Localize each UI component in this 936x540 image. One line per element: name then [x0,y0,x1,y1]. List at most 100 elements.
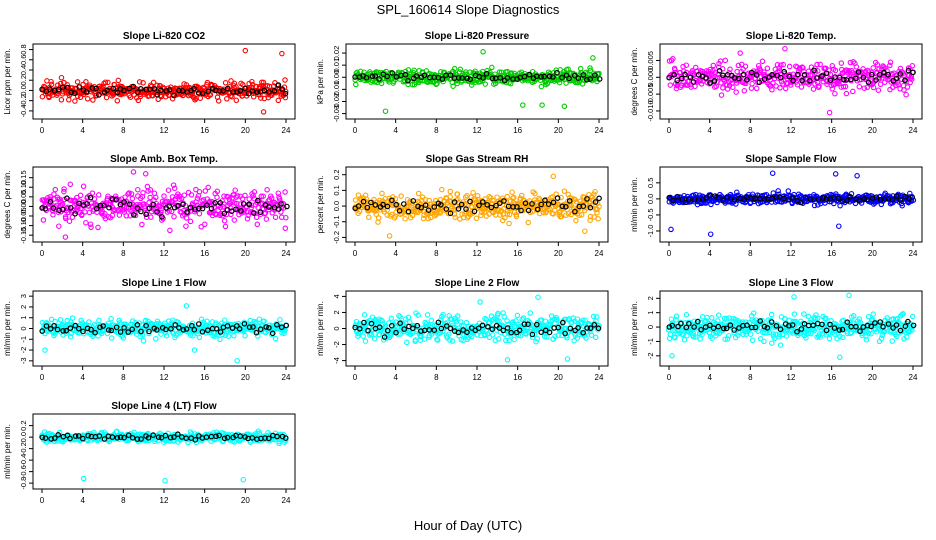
data-point [478,212,484,219]
data-point-mean [405,78,411,84]
data-point-outlier [520,102,526,108]
data-point-outlier [846,292,852,299]
data-point-mean [460,327,467,333]
data-point-mean [596,195,602,202]
data-point-mean [823,196,830,202]
data-point [735,62,742,69]
data-point [672,335,678,341]
data-point-mean [761,323,768,330]
data-point [120,335,127,341]
y-tick-label: -1 [19,336,28,343]
data-point-mean [707,80,714,86]
data-point [673,317,679,323]
data-point-mean [893,322,900,328]
data-point [48,81,55,88]
data-point-mean [575,324,581,331]
data-point-mean [727,322,734,329]
data-point-mean [72,322,79,329]
data-point-mean [254,197,261,204]
data-point [261,318,267,324]
data-point [116,196,122,203]
data-point-mean [205,327,211,334]
data-point-mean [810,322,817,329]
data-point-mean [694,318,701,325]
data-point-mean [674,194,681,200]
data-point [847,330,854,337]
data-point-outlier [382,108,389,114]
data-point-mean [39,86,45,93]
data-point-mean [76,325,82,332]
y-tick-label: 0.2 [19,75,28,85]
data-point-mean [596,76,603,82]
data-point-outlier [836,223,842,229]
data-point-mean [355,203,362,209]
data-point-mean [143,211,150,218]
data-point-outlier [242,47,249,54]
data-point [242,333,248,339]
data-point-mean [567,325,574,332]
data-point [769,340,775,346]
data-point-mean [278,324,285,331]
data-point-mean [163,326,169,333]
x-tick-label: 20 [241,496,250,505]
panel-10-points [38,428,289,484]
data-point [549,193,556,200]
data-point [80,183,87,190]
data-point [672,67,678,73]
x-tick-label: 8 [434,249,439,258]
data-point [421,336,428,342]
data-point [214,188,221,195]
data-point [140,190,146,196]
x-tick-label: 8 [121,496,126,505]
data-point [220,203,226,210]
data-point-mean [39,328,46,334]
data-point-mean [113,324,120,331]
data-point-mean [187,204,194,211]
data-point [140,338,147,344]
data-point-mean [97,324,103,331]
panel-8-ylabel: ml/min per min. [316,301,325,356]
data-point [769,87,775,93]
data-point [64,82,71,88]
data-point [532,190,538,197]
panel-10-ylabel: ml/min per min. [3,424,12,479]
data-point-mean [839,326,846,333]
data-point [183,223,189,229]
data-point [580,317,586,323]
data-point-mean [413,73,420,79]
data-point-mean [885,71,891,78]
data-point-mean [580,72,587,78]
data-point [672,327,678,334]
data-point [74,194,80,201]
data-point [80,81,86,88]
data-point [250,94,257,100]
data-point-mean [764,324,771,331]
data-point [221,218,228,224]
data-point-mean [143,322,149,329]
y-tick-label: -2 [332,341,341,348]
data-point-mean [584,325,590,331]
data-point [258,193,265,200]
y-tick-label: 0.000 [646,68,655,87]
data-point [228,78,234,84]
data-point [450,83,456,89]
y-tick-label: -0.4 [19,104,28,117]
data-point [909,63,916,69]
data-point-outlier [191,347,198,353]
data-point-mean [166,87,173,93]
data-point [495,336,502,342]
data-point-mean [584,196,590,202]
data-point [870,65,876,71]
data-point [793,79,800,85]
data-point [361,312,368,318]
data-point [48,78,54,85]
data-point-mean [168,325,174,332]
data-point [418,197,425,204]
x-tick-label: 8 [121,373,126,382]
data-point-mean [274,321,280,328]
data-point-mean [146,205,153,212]
data-point-mean [279,86,286,92]
data-point-mean [538,329,545,336]
